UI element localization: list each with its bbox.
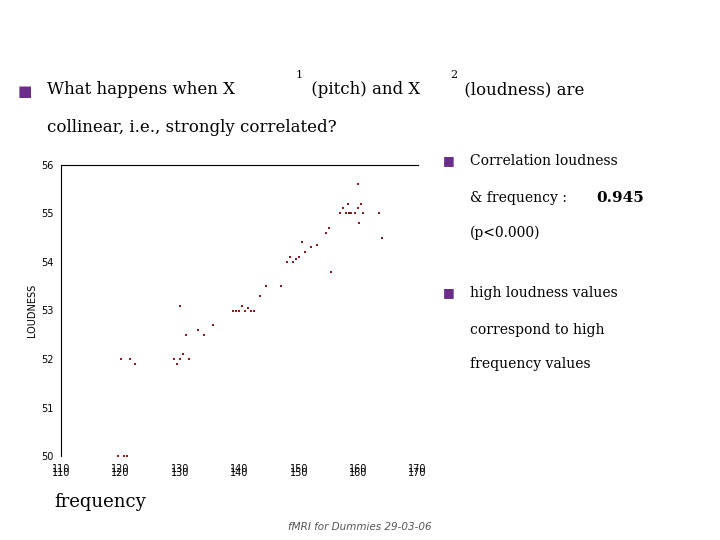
Point xyxy=(174,355,186,363)
Point xyxy=(275,282,287,291)
Point xyxy=(377,233,388,242)
Point xyxy=(121,452,132,461)
Point xyxy=(323,224,334,232)
Point xyxy=(198,330,210,339)
Text: & frequency :: & frequency : xyxy=(470,191,572,205)
Point xyxy=(254,292,266,300)
Text: ■: ■ xyxy=(443,286,454,299)
Point xyxy=(349,209,361,218)
Point xyxy=(373,209,384,218)
Point xyxy=(118,452,130,461)
Point xyxy=(354,219,365,227)
Text: (pitch) and X: (pitch) and X xyxy=(306,81,420,98)
Point xyxy=(341,209,352,218)
Text: 110: 110 xyxy=(52,468,71,478)
Point xyxy=(177,350,189,359)
Point xyxy=(233,306,245,315)
Point xyxy=(240,306,251,315)
Point xyxy=(290,255,302,264)
Point xyxy=(171,360,183,368)
Point xyxy=(284,253,296,261)
Text: (p<0.000): (p<0.000) xyxy=(470,225,541,240)
Point xyxy=(281,258,292,266)
Text: 1: 1 xyxy=(296,70,303,80)
Point xyxy=(115,355,127,363)
Point xyxy=(325,267,337,276)
Text: 160: 160 xyxy=(349,468,367,478)
Text: ■: ■ xyxy=(443,154,454,167)
Point xyxy=(230,306,242,315)
Point xyxy=(356,199,367,208)
Point xyxy=(112,452,123,461)
Text: collinear, i.e., strongly correlated?: collinear, i.e., strongly correlated? xyxy=(47,119,336,136)
Point xyxy=(124,355,135,363)
Point xyxy=(243,304,254,313)
Point xyxy=(183,355,194,363)
Y-axis label: LOUDNESS: LOUDNESS xyxy=(27,284,37,337)
Text: What happens when X: What happens when X xyxy=(47,81,235,98)
Point xyxy=(174,301,186,310)
Text: frequency values: frequency values xyxy=(470,357,591,372)
Point xyxy=(343,209,355,218)
Text: fMRI for Dummies 29-03-06: fMRI for Dummies 29-03-06 xyxy=(288,522,432,532)
Point xyxy=(180,330,192,339)
Point xyxy=(130,360,141,368)
Point xyxy=(248,306,260,315)
Point xyxy=(305,243,316,252)
Point xyxy=(192,326,204,334)
Point xyxy=(168,355,180,363)
Point xyxy=(287,258,299,266)
Point xyxy=(237,301,248,310)
Point xyxy=(352,204,364,213)
Text: 0.945: 0.945 xyxy=(596,191,644,205)
Point xyxy=(335,209,346,218)
Point xyxy=(207,321,218,329)
Text: 150: 150 xyxy=(289,468,308,478)
Point xyxy=(296,238,307,247)
Text: Correlation loudness: Correlation loudness xyxy=(470,154,618,168)
Point xyxy=(228,306,239,315)
Text: ᴮUCL: ᴮUCL xyxy=(625,22,706,51)
Text: ■: ■ xyxy=(18,84,32,99)
Point xyxy=(342,199,354,208)
Point xyxy=(311,240,323,249)
Text: 170: 170 xyxy=(408,468,427,478)
Text: 120: 120 xyxy=(112,468,130,478)
Point xyxy=(320,228,331,237)
Text: Regression analysis: multicollinearity example: Regression analysis: multicollinearity e… xyxy=(11,23,505,42)
Text: 130: 130 xyxy=(171,468,189,478)
Text: frequency: frequency xyxy=(54,493,145,511)
Point xyxy=(338,204,349,213)
Text: 2: 2 xyxy=(450,70,457,80)
Point xyxy=(352,180,364,188)
Point xyxy=(246,306,257,315)
Point xyxy=(357,209,369,218)
Text: 140: 140 xyxy=(230,468,248,478)
Text: high loudness values: high loudness values xyxy=(470,286,618,300)
Text: (loudness) are: (loudness) are xyxy=(459,81,585,98)
Point xyxy=(346,209,357,218)
Point xyxy=(299,248,310,256)
Point xyxy=(261,282,272,291)
Text: correspond to high: correspond to high xyxy=(470,323,605,337)
Point xyxy=(293,253,305,261)
